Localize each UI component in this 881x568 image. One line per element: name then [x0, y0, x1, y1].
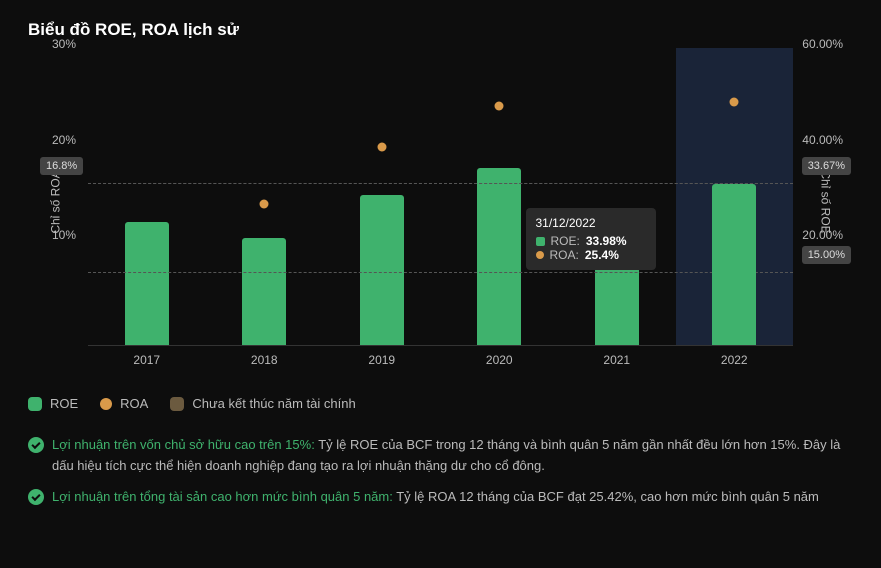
bar [712, 184, 756, 345]
tooltip-roe-row: ROE: 33.98% [536, 234, 646, 248]
legend-roa-icon [100, 398, 112, 410]
reference-badge: 16.8% [40, 157, 83, 175]
roe-swatch-icon [536, 237, 545, 246]
left-tick: 30% [52, 37, 76, 51]
x-tick: 2019 [323, 353, 441, 367]
right-tick: 20.00% [802, 228, 843, 242]
legend-roa-label: ROA [120, 396, 148, 411]
tooltip-roe-value: 33.98% [586, 234, 627, 248]
note-1: Lợi nhuận trên vốn chủ sở hữu cao trên 1… [28, 435, 853, 477]
notes-section: Lợi nhuận trên vốn chủ sở hữu cao trên 1… [28, 435, 853, 507]
bar [595, 264, 639, 345]
tooltip-roa-row: ROA: 25.4% [536, 248, 646, 262]
right-tick: 40.00% [802, 133, 843, 147]
legend-roa[interactable]: ROA [100, 396, 148, 411]
check-icon [28, 437, 44, 453]
reference-badge: 15.00% [802, 246, 851, 264]
tooltip: 31/12/2022 ROE: 33.98% ROA: 25.4% [526, 208, 656, 270]
bar-slot[interactable] [88, 58, 206, 345]
bar [125, 222, 169, 345]
tooltip-roa-value: 25.4% [585, 248, 619, 262]
roa-marker [495, 101, 504, 110]
reference-line [88, 272, 793, 273]
roa-marker [730, 98, 739, 107]
legend-roe-label: ROE [50, 396, 78, 411]
reference-line [88, 183, 793, 184]
x-tick: 2018 [206, 353, 324, 367]
legend-roe[interactable]: ROE [28, 396, 78, 411]
note-2-rest: Tỷ lệ ROA 12 tháng của BCF đạt 25.42%, c… [393, 489, 819, 504]
x-tick: 2020 [441, 353, 559, 367]
roa-marker [377, 142, 386, 151]
x-tick: 2022 [676, 353, 794, 367]
legend-roe-icon [28, 397, 42, 411]
bar [360, 195, 404, 345]
x-tick: 2017 [88, 353, 206, 367]
note-1-highlight: Lợi nhuận trên vốn chủ sở hữu cao trên 1… [52, 437, 315, 452]
chart-container: Chỉ số ROA Chỉ số ROE 201720182019202020… [28, 58, 853, 376]
note-2: Lợi nhuận trên tổng tài sản cao hơn mức … [28, 487, 853, 508]
bar-slot[interactable] [323, 58, 441, 345]
roa-marker [260, 199, 269, 208]
tooltip-roe-label: ROE: [551, 234, 580, 248]
check-icon [28, 489, 44, 505]
legend-pending[interactable]: Chưa kết thúc năm tài chính [170, 396, 355, 411]
bar-slot[interactable] [558, 58, 676, 345]
tooltip-roa-label: ROA: [550, 248, 579, 262]
bar [242, 238, 286, 345]
note-2-highlight: Lợi nhuận trên tổng tài sản cao hơn mức … [52, 489, 393, 504]
left-tick: 10% [52, 228, 76, 242]
right-tick: 60.00% [802, 37, 843, 51]
note-1-text: Lợi nhuận trên vốn chủ sở hữu cao trên 1… [52, 435, 853, 477]
x-tick: 2021 [558, 353, 676, 367]
bar [477, 168, 521, 345]
legend-pending-label: Chưa kết thúc năm tài chính [192, 396, 355, 411]
note-2-text: Lợi nhuận trên tổng tài sản cao hơn mức … [52, 487, 819, 508]
tooltip-date: 31/12/2022 [536, 216, 646, 230]
chart-title: Biểu đồ ROE, ROA lịch sử [28, 20, 853, 40]
reference-badge: 33.67% [802, 157, 851, 175]
right-axis-label: Chỉ số ROE [818, 170, 832, 233]
legend-pending-icon [170, 397, 184, 411]
left-tick: 20% [52, 133, 76, 147]
x-ticks: 201720182019202020212022 [88, 353, 793, 367]
plot-area: Chỉ số ROA Chỉ số ROE 201720182019202020… [88, 58, 793, 346]
roa-swatch-icon [536, 251, 544, 259]
left-axis-label: Chỉ số ROA [49, 170, 63, 233]
bars-group [88, 58, 793, 345]
legend: ROE ROA Chưa kết thúc năm tài chính [28, 396, 853, 411]
